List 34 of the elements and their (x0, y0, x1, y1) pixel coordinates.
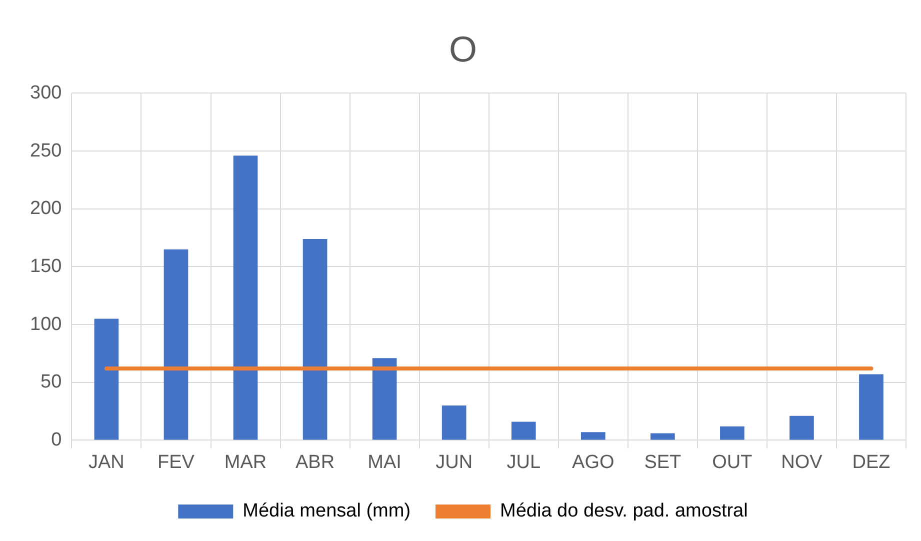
bar (372, 358, 397, 440)
x-tick-label: DEZ (852, 452, 891, 473)
y-tick-label: 50 (40, 372, 62, 393)
y-tick-label: 300 (30, 82, 62, 104)
x-tick-label: MAR (224, 452, 267, 473)
bar (859, 374, 884, 440)
bar (650, 433, 675, 440)
x-tick-label: FEV (158, 452, 195, 473)
y-tick-label: 0 (51, 429, 62, 450)
x-tick-label: OUT (712, 452, 753, 473)
bar (511, 422, 536, 440)
legend-label: Média mensal (mm) (242, 500, 411, 522)
y-tick-label: 250 (30, 140, 62, 162)
bar (164, 249, 188, 440)
legend-label: Média do desv. pad. amostral (500, 500, 748, 522)
bar (94, 318, 119, 440)
chart-title: O (448, 28, 478, 70)
y-tick-label: 100 (30, 314, 62, 335)
y-tick-label: 150 (30, 256, 62, 277)
y-tick-label: 200 (30, 198, 62, 220)
x-tick-label: SET (644, 452, 682, 473)
bar (442, 406, 466, 440)
bar (233, 156, 258, 440)
bar (580, 432, 606, 440)
x-tick-label: JUN (436, 452, 473, 473)
bar (720, 426, 744, 440)
x-tick-label: JUL (506, 452, 541, 473)
bar (302, 238, 328, 440)
x-tick-label: NOV (781, 452, 823, 473)
x-tick-label: JAN (88, 452, 124, 473)
x-tick-label: MAI (368, 452, 402, 473)
x-tick-label: ABR (296, 452, 335, 473)
x-tick-label: AGO (572, 452, 614, 473)
bar (790, 416, 814, 440)
